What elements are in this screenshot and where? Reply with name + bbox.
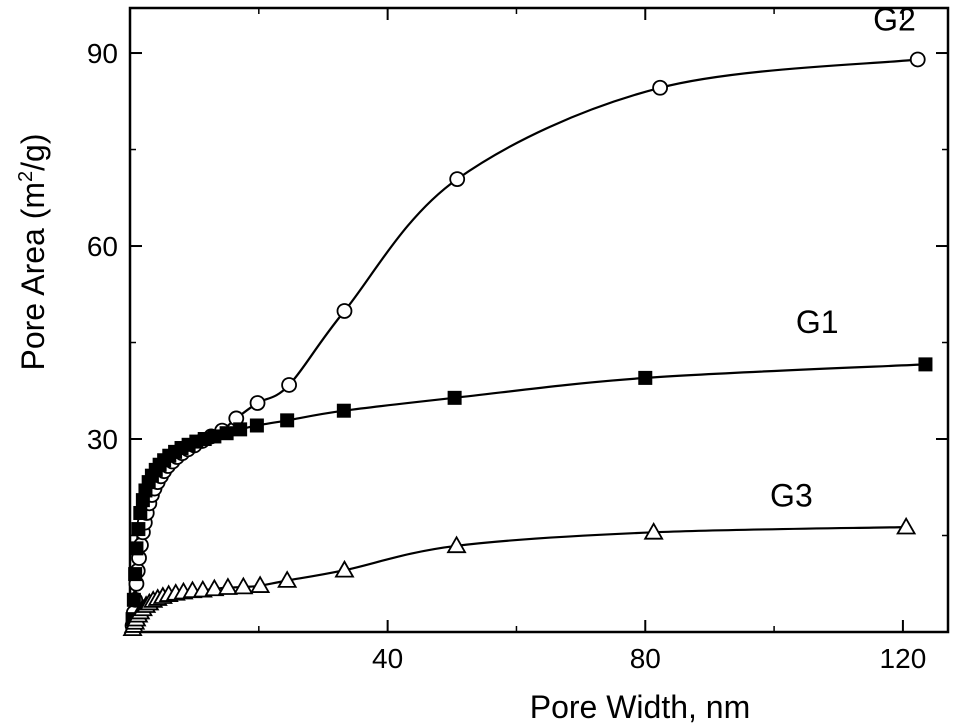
series-g3-point xyxy=(896,516,917,535)
series-g1-point xyxy=(918,357,933,372)
ticks-group xyxy=(130,8,948,632)
series-g2-point xyxy=(249,395,266,411)
series-g2-point xyxy=(281,377,297,393)
series-g1-point xyxy=(233,422,248,437)
series-g2-point xyxy=(336,303,353,319)
series-g2-label: G2 xyxy=(873,2,916,38)
series-g1-point xyxy=(133,505,148,520)
series-g1-point xyxy=(336,403,351,418)
x-tick-label: 120 xyxy=(880,643,927,674)
series-g1-point xyxy=(126,592,141,607)
series-g1-point xyxy=(219,426,234,441)
x-tick-label: 80 xyxy=(630,643,661,674)
plot-frame-group xyxy=(128,6,950,634)
series-g1-point xyxy=(447,390,462,405)
series-g3-curve xyxy=(131,526,907,630)
series-g2-point xyxy=(909,51,926,68)
series-g2-point xyxy=(652,79,668,96)
series-g3-point xyxy=(217,577,238,595)
series-g3-point xyxy=(334,559,355,578)
y-tick-label: 30 xyxy=(87,424,118,455)
series-g1-point xyxy=(128,567,143,582)
series-g1-point xyxy=(207,429,222,444)
y-tick-label: 90 xyxy=(87,38,118,69)
series-g1-point xyxy=(131,522,146,537)
markers-group xyxy=(122,51,933,637)
x-tick-label: 40 xyxy=(372,643,403,674)
series-g1-point xyxy=(638,370,653,385)
series-g1-label: G1 xyxy=(796,304,839,340)
y-tick-label: 60 xyxy=(87,231,118,262)
series-g3-point xyxy=(233,576,254,595)
y-axis-title-main: Pore Area (m xyxy=(15,182,51,371)
series-g3-point xyxy=(277,570,298,588)
y-axis-title-superscript: 2 xyxy=(15,171,37,182)
curves-group xyxy=(131,58,926,630)
series-g3-point xyxy=(250,575,271,593)
series-g3-point xyxy=(643,521,664,540)
series-g1-point xyxy=(280,413,295,428)
series-g3-label: G3 xyxy=(770,478,813,514)
series-g2-curve xyxy=(131,58,918,626)
y-axis-title-tail: /g) xyxy=(15,134,51,171)
x-axis-title: Pore Width, nm xyxy=(530,689,751,725)
series-g2-point xyxy=(449,171,466,188)
series-g1-point xyxy=(129,541,144,556)
y-axis-title: Pore Area (m2/g) xyxy=(15,134,51,371)
labels-group: 40 80 120 30 60 90 G2 G1 G3 xyxy=(87,2,926,674)
series-g1-point xyxy=(249,418,264,433)
series-g3-point xyxy=(204,578,225,597)
series-g3-point xyxy=(446,535,467,554)
plot-frame xyxy=(128,6,950,634)
